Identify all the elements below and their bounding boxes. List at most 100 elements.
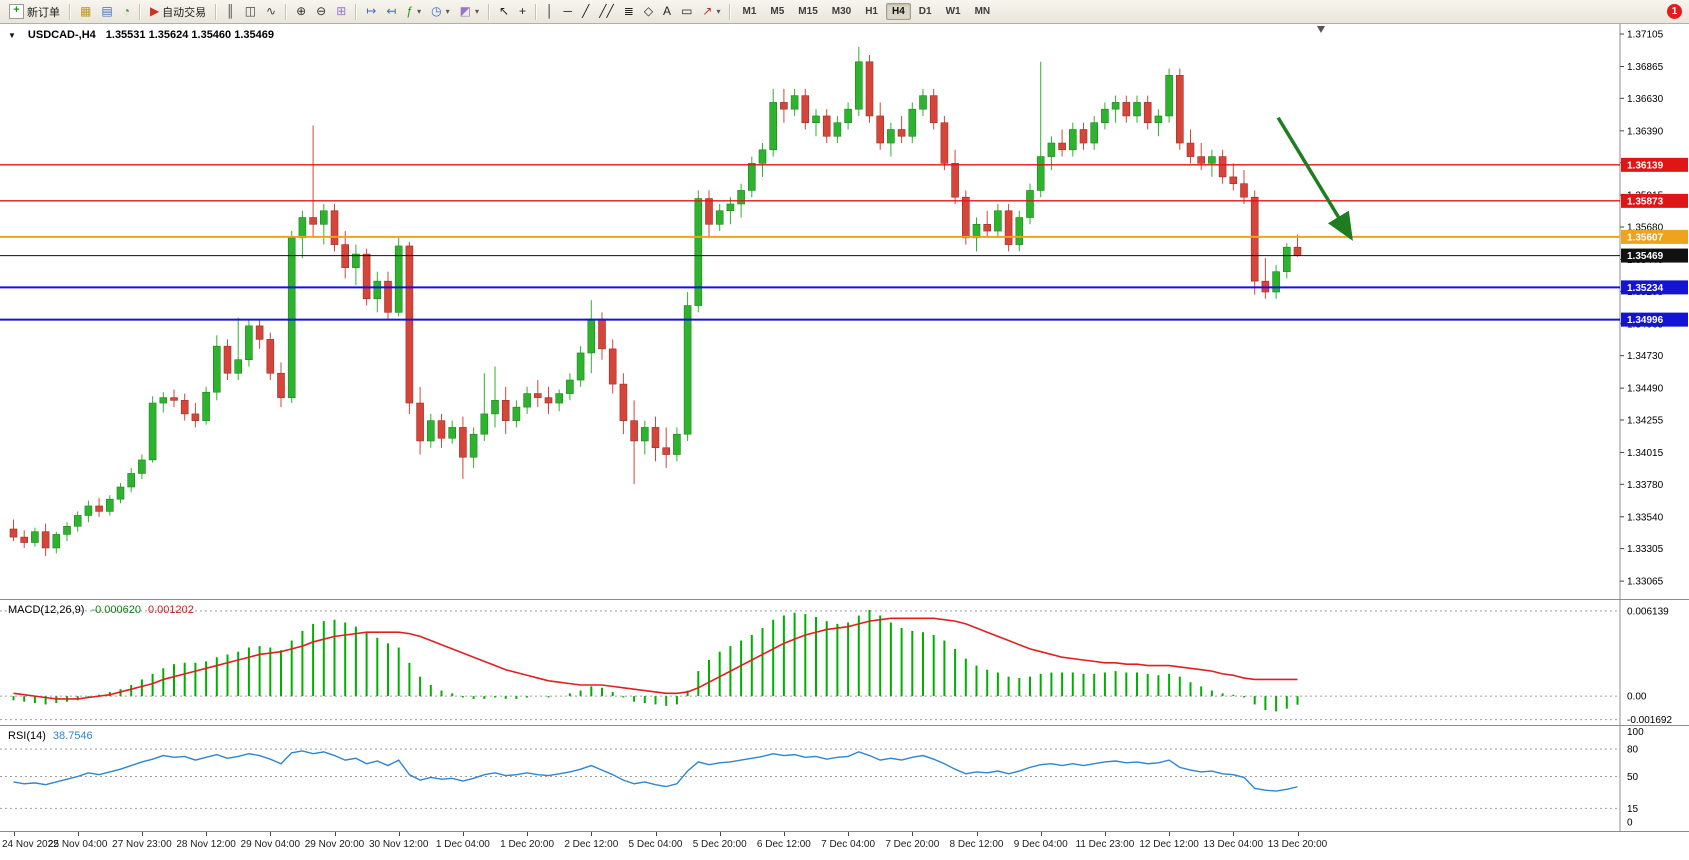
zoom-out-button[interactable]: ⊖ bbox=[311, 0, 331, 23]
time-tick bbox=[1040, 832, 1042, 836]
indicators-icon: ƒ bbox=[406, 4, 414, 18]
shapes-button[interactable]: ◇ bbox=[639, 0, 658, 23]
rsi-plot[interactable]: 100 80 50 15 0 bbox=[0, 726, 1689, 831]
timeframe-m30-button[interactable]: M30 bbox=[831, 6, 852, 17]
text-icon: A bbox=[663, 4, 672, 18]
trend-arrow-annotation[interactable] bbox=[1276, 116, 1353, 241]
text-button[interactable]: A bbox=[658, 0, 676, 23]
notification-badge[interactable]: 1 bbox=[1667, 4, 1682, 19]
price-axis[interactable]: 1.371051.368651.366301.363901.361551.359… bbox=[1620, 30, 1664, 588]
time-tick bbox=[976, 832, 978, 836]
macd-plot[interactable]: 0.006139 0.00 -0.001692 bbox=[0, 600, 1689, 725]
svg-text:1.35469: 1.35469 bbox=[1627, 251, 1664, 262]
price-tag-1.35873: 1.35873 bbox=[1621, 193, 1688, 208]
trendline-button[interactable]: ╱ bbox=[577, 0, 594, 23]
candles bbox=[9, 46, 1302, 557]
candlestick-chart-button[interactable]: ◫ bbox=[240, 0, 261, 23]
time-label: 11 Dec 23:00 bbox=[1075, 839, 1135, 850]
crosshair-icon: + bbox=[519, 4, 527, 18]
time-axis[interactable]: 24 Nov 2022 25 Nov 04:00 27 Nov 23:00 28 No… bbox=[0, 831, 1689, 860]
chart-window-icon: ▦ bbox=[80, 4, 92, 18]
svg-text:0: 0 bbox=[1627, 818, 1633, 829]
price-tag-1.35469: 1.35469 bbox=[1621, 248, 1688, 263]
svg-text:1.34255: 1.34255 bbox=[1627, 415, 1664, 426]
profiles-icon: ▤ bbox=[101, 4, 113, 18]
timeframe-mn-button[interactable]: MN bbox=[974, 6, 991, 17]
auto-scroll-button[interactable]: ↦ bbox=[361, 0, 381, 23]
templates-icon: ◩ bbox=[459, 4, 471, 18]
arrows-button[interactable]: ↗ ▾ bbox=[697, 0, 725, 23]
svg-text:1.36390: 1.36390 bbox=[1627, 126, 1664, 137]
timeframe-h4-button[interactable]: H4 bbox=[886, 3, 911, 20]
periods-button[interactable]: ◷ ▾ bbox=[426, 0, 455, 23]
horizontal-line-button[interactable]: ─ bbox=[559, 0, 578, 23]
chart-shift-marker[interactable] bbox=[1317, 26, 1325, 33]
time-label: 8 Dec 12:00 bbox=[949, 839, 1004, 850]
shapes-icon: ◇ bbox=[643, 4, 654, 18]
templates-button[interactable]: ◩ ▾ bbox=[455, 0, 484, 23]
macd-panel: MACD(12,26,9) -0.000620 0.001202 0.00613… bbox=[0, 599, 1689, 725]
one-click-trading-icon[interactable]: ▼ bbox=[8, 30, 16, 40]
cursor-button[interactable]: ↖ bbox=[494, 0, 514, 23]
time-label: 7 Dec 20:00 bbox=[885, 839, 940, 850]
time-tick bbox=[13, 832, 15, 836]
price-tag-1.36139: 1.36139 bbox=[1621, 157, 1688, 172]
candlestick-icon: ◫ bbox=[244, 4, 257, 18]
zoom-in-button[interactable]: ⊕ bbox=[291, 0, 311, 23]
horizontal-line-icon: ─ bbox=[563, 4, 573, 18]
timeframe-d1-button[interactable]: D1 bbox=[918, 6, 932, 17]
svg-text:1.34015: 1.34015 bbox=[1627, 448, 1664, 459]
refresh-button[interactable]: ◔ bbox=[118, 0, 135, 23]
new-order-button-label: 新订单 bbox=[27, 6, 60, 19]
macd-main-value: -0.000620 bbox=[91, 604, 141, 616]
macd-title: MACD(12,26,9) bbox=[8, 604, 85, 616]
time-label: 9 Dec 04:00 bbox=[1013, 839, 1068, 850]
time-tick bbox=[848, 832, 850, 836]
crosshair-button[interactable]: + bbox=[514, 0, 531, 23]
svg-text:1.35234: 1.35234 bbox=[1627, 283, 1664, 294]
timeframe-m1-button[interactable]: M1 bbox=[742, 6, 757, 17]
line-chart-button[interactable]: ∿ bbox=[261, 0, 281, 23]
bar-chart-button[interactable]: ║ bbox=[221, 0, 240, 23]
time-tick bbox=[591, 832, 593, 836]
time-label: 25 Nov 04:00 bbox=[47, 839, 108, 850]
time-tick bbox=[655, 832, 657, 836]
time-label: 13 Dec 04:00 bbox=[1203, 839, 1264, 850]
ohlc-values: 1.35531 1.35624 1.35460 1.35469 bbox=[105, 29, 274, 41]
tile-windows-button[interactable]: ⊞ bbox=[331, 0, 351, 23]
timeframe-m5-button[interactable]: M5 bbox=[770, 6, 785, 17]
svg-text:1.34996: 1.34996 bbox=[1627, 315, 1664, 326]
profiles-button[interactable]: ▤ bbox=[96, 0, 117, 23]
auto-trading-button[interactable]: ▶ 自动交易 bbox=[145, 0, 211, 23]
time-label: 5 Dec 04:00 bbox=[628, 839, 683, 850]
timeframe-m15-button[interactable]: M15 bbox=[798, 6, 818, 17]
time-tick bbox=[1104, 832, 1106, 836]
new-order-button[interactable]: + 新订单 bbox=[4, 0, 65, 23]
vertical-line-button[interactable]: │ bbox=[541, 0, 559, 23]
rsi-line bbox=[13, 750, 1298, 792]
timeframe-w1-button[interactable]: W1 bbox=[945, 6, 961, 17]
time-tick bbox=[206, 832, 208, 836]
chart-shift-button[interactable]: ↤ bbox=[381, 0, 401, 23]
rsi-label: RSI(14) 38.7546 bbox=[8, 730, 93, 742]
toolbar-separator bbox=[729, 3, 732, 20]
time-label: 27 Nov 23:00 bbox=[112, 839, 172, 850]
fibonacci-button[interactable]: ≣ bbox=[619, 0, 639, 23]
vertical-line-icon: │ bbox=[546, 4, 554, 18]
auto-trading-button-label: 自动交易 bbox=[162, 6, 207, 19]
svg-text:1.35873: 1.35873 bbox=[1627, 196, 1664, 207]
price-tag-1.35607: 1.35607 bbox=[1621, 229, 1688, 244]
svg-text:1.34730: 1.34730 bbox=[1627, 351, 1664, 362]
main-chart-plot[interactable]: 1.371051.368651.366301.363901.361551.359… bbox=[0, 24, 1689, 599]
auto-scroll-icon: ↦ bbox=[366, 4, 377, 18]
text-label-button[interactable]: ▭ bbox=[676, 0, 697, 23]
channel-button[interactable]: ╱╱ bbox=[594, 0, 618, 23]
time-tick bbox=[1233, 832, 1235, 836]
charts-button[interactable]: ▦ bbox=[75, 0, 96, 23]
macd-signal-value: 0.001202 bbox=[147, 604, 194, 616]
timeframe-h1-button[interactable]: H1 bbox=[865, 6, 878, 17]
time-tick bbox=[334, 832, 336, 836]
svg-text:1.36630: 1.36630 bbox=[1627, 94, 1664, 105]
indicators-button[interactable]: ƒ ▾ bbox=[401, 0, 426, 23]
time-label: 29 Nov 04:00 bbox=[240, 839, 301, 850]
